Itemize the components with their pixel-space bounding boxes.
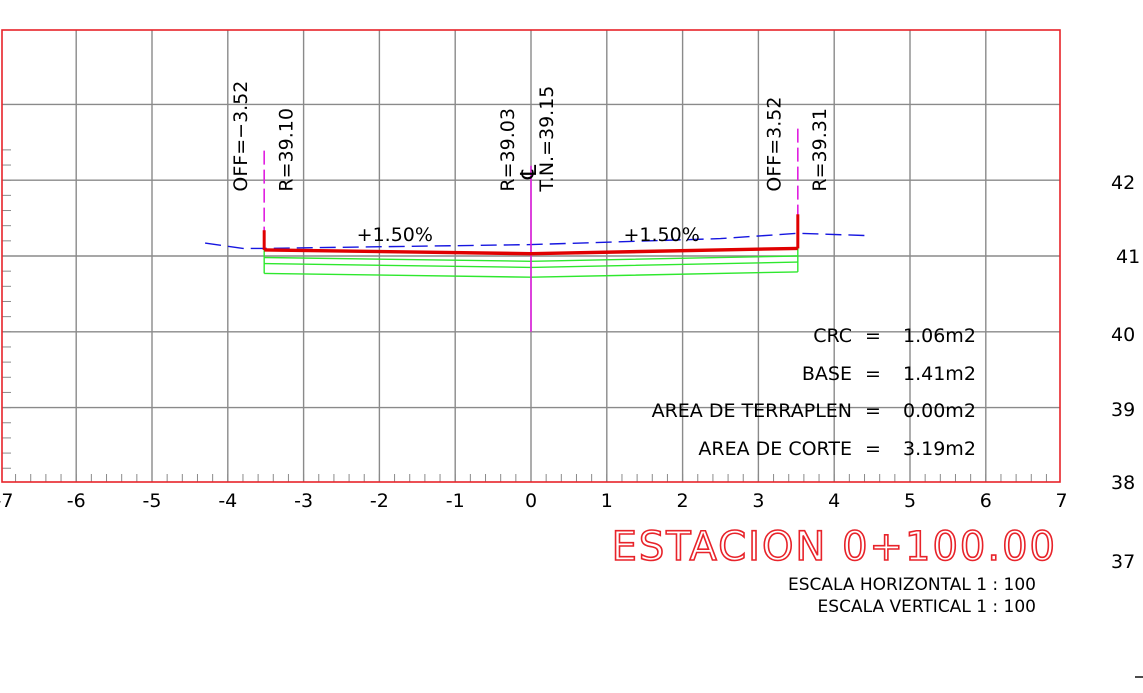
x-axis-label: -6 [67,490,86,512]
x-axis-label: 4 [828,490,840,512]
elevation-label: 39 [1111,399,1135,421]
scale-horizontal: ESCALA HORIZONTAL 1 : 100 [788,575,1036,595]
elevation-label: 40 [1111,324,1135,346]
x-axis-label: 7 [1056,490,1068,512]
area-equals: = [865,400,881,422]
drawing-frame-rect [1,29,1061,483]
area-value: 0.00m2 [903,400,976,422]
x-axis-label: 6 [980,490,992,512]
x-axis-label: -7 [0,490,13,512]
area-label: AREA DE TERRAPLEN [652,400,852,422]
elevation-label: 42 [1111,172,1135,194]
scale-vertical: ESCALA VERTICAL 1 : 100 [818,597,1036,617]
area-row: AREA DE CORTE = 3.19m2 [698,438,975,460]
annotation-layer: ℄ OFF=−3.52 R=39.10 R=39.03 T.N.=39.15 OFF=3.… [0,81,1143,678]
slope-label: +1.50% [357,224,433,246]
design-surface-layer [262,214,800,256]
x-axis-label: 3 [752,490,764,512]
elevation-label: 38 [1111,472,1135,494]
vertical-label: OFF=3.52 [764,97,786,192]
area-label: AREA DE CORTE [698,438,852,460]
x-axis-label: -2 [370,490,389,512]
area-row: CRC = 1.06m2 [813,325,976,347]
area-value: 1.41m2 [903,363,976,385]
design-surface-line [264,246,798,256]
x-axis-label: 1 [601,490,613,512]
x-axis-label: -1 [446,490,465,512]
vertical-label: R=39.10 [275,108,297,192]
vertical-label: R=39.03 [497,108,519,192]
area-label: CRC [813,325,852,347]
tick-marks [2,149,1047,482]
area-value: 1.06m2 [903,325,976,347]
area-equals: = [865,438,881,460]
x-axis-label: -5 [143,490,162,512]
elevation-label: 41 [1116,246,1140,268]
station-title: ESTACION 0+100.00 [612,524,1057,570]
area-equals: = [865,325,881,347]
centerline-symbol: ℄ [517,164,542,180]
vertical-label: T.N.=39.15 [536,86,558,193]
area-row: BASE = 1.41m2 [802,363,976,385]
area-label: BASE [802,363,852,385]
slope-label: +1.50% [623,224,699,246]
elevation-label: 37 [1111,551,1135,573]
vertical-label: R=39.31 [809,108,831,192]
x-axis-label: -4 [218,490,237,512]
x-axis-label: 5 [904,490,916,512]
area-row: AREA DE TERRAPLEN = 0.00m2 [652,400,976,422]
vertical-label: OFF=−3.52 [230,81,252,192]
area-equals: = [865,363,881,385]
x-axis-label: -3 [294,490,313,512]
drawing-frame [1,29,1061,483]
x-axis-label: 2 [677,490,689,512]
x-axis-label: 0 [525,490,537,512]
area-value: 3.19m2 [903,438,976,460]
